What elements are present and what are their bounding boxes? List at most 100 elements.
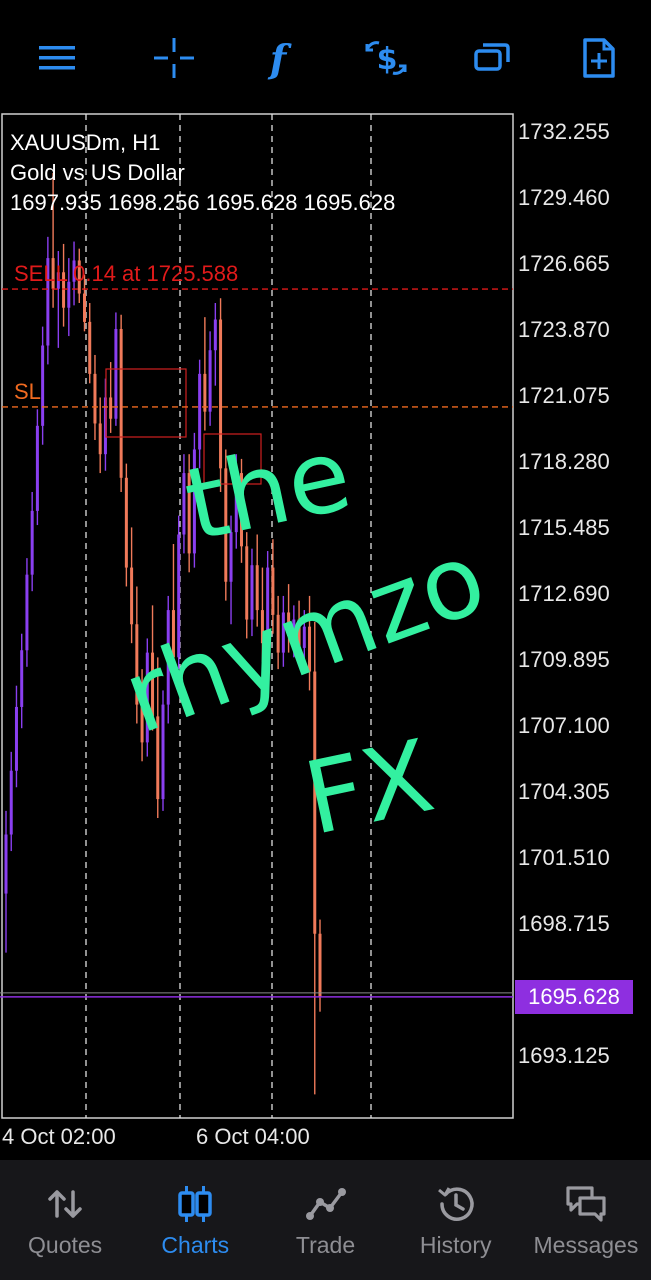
nav-charts-label: Charts [161, 1231, 230, 1258]
candle-body-53 [281, 612, 285, 653]
dollar-exchange-icon: $ [365, 41, 407, 77]
top-toolbar: f $ [0, 0, 651, 110]
candle-body-9 [51, 258, 55, 289]
candle-body-45 [240, 473, 243, 547]
function-icon: f [267, 36, 292, 80]
candle-body-0 [4, 834, 8, 894]
trade-line-icon [305, 1187, 346, 1220]
candle-body-17 [93, 373, 97, 424]
chart-info: XAUUSDm, H1 Gold vs US Dollar 1697.935 1… [10, 128, 395, 218]
candle-body-1 [9, 770, 13, 835]
quotes-arrows-icon [48, 1189, 82, 1218]
candle-body-29 [156, 716, 160, 800]
price-tick-label: 1709.895 [518, 646, 610, 672]
candle-body-18 [98, 423, 102, 455]
sell-order-label[interactable]: SELL 0.14 at 1725.588 [14, 261, 239, 287]
messages-icon [566, 1185, 606, 1222]
candle-body-4 [25, 574, 29, 651]
crosshair-icon [154, 38, 194, 78]
candle-body-16 [88, 321, 92, 374]
price-tick-label: 1693.125 [518, 1042, 610, 1068]
candle-body-14 [77, 260, 81, 294]
price-tick-label: 1698.715 [518, 910, 610, 936]
price-tick-label: 1701.510 [518, 844, 610, 870]
candle-body-32 [171, 610, 175, 658]
windows-button[interactable] [464, 30, 520, 86]
candle-body-44 [234, 473, 238, 533]
svg-text:f: f [267, 36, 292, 80]
candle-body-60 [318, 933, 322, 998]
candle-body-40 [213, 319, 217, 351]
nav-trade[interactable]: Trade [260, 1160, 390, 1280]
nav-messages[interactable]: Messages [521, 1160, 651, 1280]
candle-body-20 [109, 397, 113, 419]
candle-body-36 [192, 449, 196, 554]
symbol-description: Gold vs US Dollar [10, 160, 185, 185]
stop-loss-label[interactable]: SL [14, 378, 41, 404]
candle-body-11 [62, 272, 66, 308]
add-document-icon [583, 38, 615, 78]
time-label-1: 4 Oct 02:00 [2, 1124, 116, 1149]
price-tick-label: 1732.255 [518, 118, 610, 144]
candle-body-43 [229, 532, 233, 582]
chart-frame [1, 113, 514, 1119]
price-tick-label: 1715.485 [518, 514, 610, 540]
symbol-timeframe: XAUUSDm, H1 [10, 130, 161, 155]
nav-quotes[interactable]: Quotes [0, 1160, 130, 1280]
candle-body-26 [140, 704, 144, 743]
candle-body-52 [276, 614, 280, 653]
new-order-button[interactable] [570, 30, 626, 86]
candle-body-28 [151, 652, 155, 717]
candle-body-15 [83, 293, 86, 322]
candle-body-59 [313, 671, 317, 934]
candle-body-50 [266, 567, 270, 644]
candle-body-51 [271, 567, 275, 615]
time-label-2: 6 Oct 04:00 [196, 1124, 310, 1149]
nav-history[interactable]: History [391, 1160, 521, 1280]
candle-body-37 [198, 373, 202, 450]
candle-body-46 [245, 546, 249, 620]
menu-button[interactable] [29, 30, 85, 86]
ohlc-values: 1697.935 1698.256 1695.628 1695.628 [10, 190, 396, 215]
nav-quotes-label: Quotes [28, 1231, 103, 1258]
price-tick-label: 1726.665 [518, 250, 610, 276]
price-tick-label: 1704.305 [518, 778, 610, 804]
crosshair-button[interactable] [146, 30, 202, 86]
candle-body-27 [145, 652, 149, 743]
candle-body-41 [219, 319, 223, 469]
price-tick-label: 1721.075 [518, 382, 610, 408]
candle-body-42 [224, 468, 228, 582]
price-chart[interactable] [0, 0, 651, 1160]
candle-body-24 [130, 567, 134, 625]
price-tick-label: 1729.460 [518, 184, 610, 210]
price-tick-label: 1707.100 [518, 712, 610, 738]
candle-body-10 [56, 272, 60, 289]
history-clock-icon [437, 1186, 474, 1221]
candlestick-icon [178, 1185, 213, 1222]
candle-body-38 [203, 373, 207, 412]
candle-body-13 [72, 260, 76, 282]
candle-body-57 [302, 626, 306, 648]
candle-body-55 [292, 619, 296, 637]
menu-icon [39, 46, 75, 70]
zone-rectangle-1 [105, 368, 187, 438]
nav-history-label: History [419, 1231, 492, 1258]
candle-body-30 [161, 704, 165, 800]
candle-body-2 [14, 706, 18, 771]
bottom-navigation: Quotes Charts Trade History [0, 1160, 651, 1280]
candle-body-34 [182, 473, 186, 535]
candle-body-21 [114, 328, 118, 419]
candle-body-56 [297, 619, 301, 648]
windows-icon [474, 43, 510, 71]
candle-body-35 [187, 473, 191, 554]
svg-text:$: $ [377, 42, 398, 77]
candle-body-54 [287, 612, 291, 637]
symbols-button[interactable]: $ [358, 30, 414, 86]
indicators-button[interactable]: f [250, 30, 306, 86]
candle-body-33 [177, 534, 181, 658]
candle-body-7 [41, 345, 45, 426]
candle-body-22 [119, 328, 123, 478]
nav-trade-label: Trade [295, 1231, 356, 1258]
nav-charts[interactable]: Charts [130, 1160, 260, 1280]
chart-area[interactable]: XAUUSDm, H1 Gold vs US Dollar 1697.935 1… [0, 0, 651, 1160]
